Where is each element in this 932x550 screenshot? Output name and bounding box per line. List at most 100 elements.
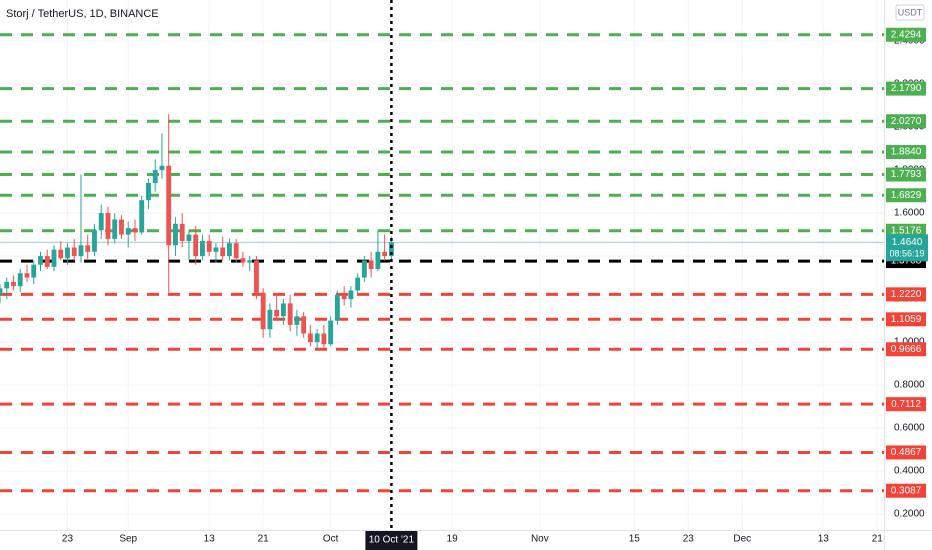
- level-label: 1.5176: [891, 225, 922, 236]
- candle-body: [17, 273, 23, 287]
- candle-body: [71, 247, 77, 257]
- level-label-box: [886, 114, 926, 129]
- candle-body: [287, 303, 293, 325]
- level-label-box: [886, 397, 926, 412]
- x-tick-label: 19: [447, 534, 459, 545]
- x-tick-label: 23: [683, 534, 695, 545]
- candle-body: [85, 245, 91, 252]
- candle-body: [233, 243, 239, 259]
- candle-body: [240, 258, 246, 263]
- level-label: 1.2220: [891, 289, 922, 300]
- level-label: 1.7793: [891, 169, 922, 180]
- level-label: 1.8840: [891, 147, 922, 158]
- candle-body: [186, 234, 192, 242]
- candle-body: [44, 256, 50, 267]
- level-label-box: [886, 445, 926, 460]
- candle-body: [321, 333, 327, 345]
- level-label: 2.0270: [891, 116, 922, 127]
- candle-body: [179, 223, 185, 242]
- last-price-box: [886, 234, 928, 262]
- x-tick-label: 13: [204, 534, 216, 545]
- candle-body: [341, 294, 347, 300]
- level-label-box: [886, 483, 926, 498]
- currency[interactable]: USDT: [898, 7, 923, 17]
- x-tick-label: 23: [62, 534, 74, 545]
- level-label: 0.3087: [891, 485, 922, 496]
- candle-body: [78, 245, 84, 257]
- x-tick-label: 21: [872, 534, 884, 545]
- candle-body: [301, 316, 307, 334]
- candle-body: [31, 264, 37, 278]
- candle-body: [173, 223, 178, 246]
- y-tick-label: 0.6000: [894, 423, 925, 434]
- candle-body: [260, 292, 266, 330]
- x-tick-label: Dec: [733, 534, 751, 545]
- candle-body: [105, 213, 111, 239]
- candle-body: [247, 260, 253, 263]
- candle-body: [112, 219, 118, 239]
- crosshair-label-box: [365, 531, 418, 550]
- candle-body: [132, 228, 138, 233]
- level-label: 2.4294: [891, 29, 922, 40]
- levels: [0, 33, 884, 493]
- candle-body: [152, 170, 158, 183]
- candle-body: [355, 277, 361, 291]
- y-tick-label: 1.6000: [894, 208, 925, 219]
- candle-body: [280, 303, 286, 317]
- level-label: 2.1790: [891, 83, 922, 94]
- y-tick-label: 0.4000: [894, 466, 925, 477]
- grid: [0, 0, 884, 530]
- y-tick-label: 0.8000: [894, 380, 925, 391]
- candle-body: [58, 249, 64, 259]
- candle-body: [227, 243, 232, 257]
- candle-body: [348, 290, 354, 300]
- x-tick-label: 15: [629, 534, 641, 545]
- candle-body: [274, 309, 280, 317]
- level-label-box: [886, 312, 926, 327]
- level-label: 0.4867: [891, 447, 922, 458]
- candle-body: [307, 333, 313, 343]
- candle-body: [328, 320, 334, 345]
- level-label-box: [886, 145, 926, 160]
- x-tick-label: Sep: [119, 534, 137, 545]
- y-tick-label: 0.2000: [894, 509, 925, 520]
- candle-body: [11, 281, 16, 287]
- currency-box[interactable]: [895, 4, 925, 21]
- candle-body: [267, 309, 273, 330]
- chart-title: Storj / TetherUS, 1D, BINANCE: [6, 8, 159, 20]
- x-tick-label: Nov: [531, 534, 549, 545]
- level-label-box: [886, 27, 926, 42]
- level-label: 1.1059: [891, 314, 922, 325]
- candle-body: [253, 260, 259, 293]
- candle-body: [213, 247, 219, 252]
- last-price-label: 1.4640: [892, 237, 923, 248]
- candle-body: [159, 165, 165, 171]
- candle-body: [206, 241, 212, 252]
- candles: [0, 114, 394, 349]
- candle-body: [388, 242, 394, 257]
- candle-body: [65, 247, 70, 259]
- candle-body: [368, 260, 374, 269]
- candle-body: [166, 165, 172, 246]
- candle-body: [382, 251, 388, 257]
- candle-body: [92, 230, 97, 252]
- candle-body: [193, 234, 199, 257]
- candle-body: [146, 182, 151, 201]
- candle-body: [38, 256, 43, 265]
- level-label-box: [886, 81, 926, 96]
- level-label: 0.9666: [891, 344, 922, 355]
- level-label-box: [886, 223, 926, 238]
- candle-body: [314, 333, 320, 343]
- candle-body: [334, 294, 340, 321]
- candle-body: [139, 200, 145, 233]
- level-label-box: [886, 342, 926, 357]
- crosshair-label: 10 Oct '21: [369, 535, 415, 546]
- candle-body: [200, 241, 205, 257]
- candle-body: [51, 249, 57, 267]
- level-label: 0.7112: [891, 399, 921, 410]
- candle-body: [0, 288, 3, 295]
- candle-body: [125, 228, 131, 235]
- overlay: 0.20000.40000.60000.80001.00001.20001.40…: [62, 0, 928, 550]
